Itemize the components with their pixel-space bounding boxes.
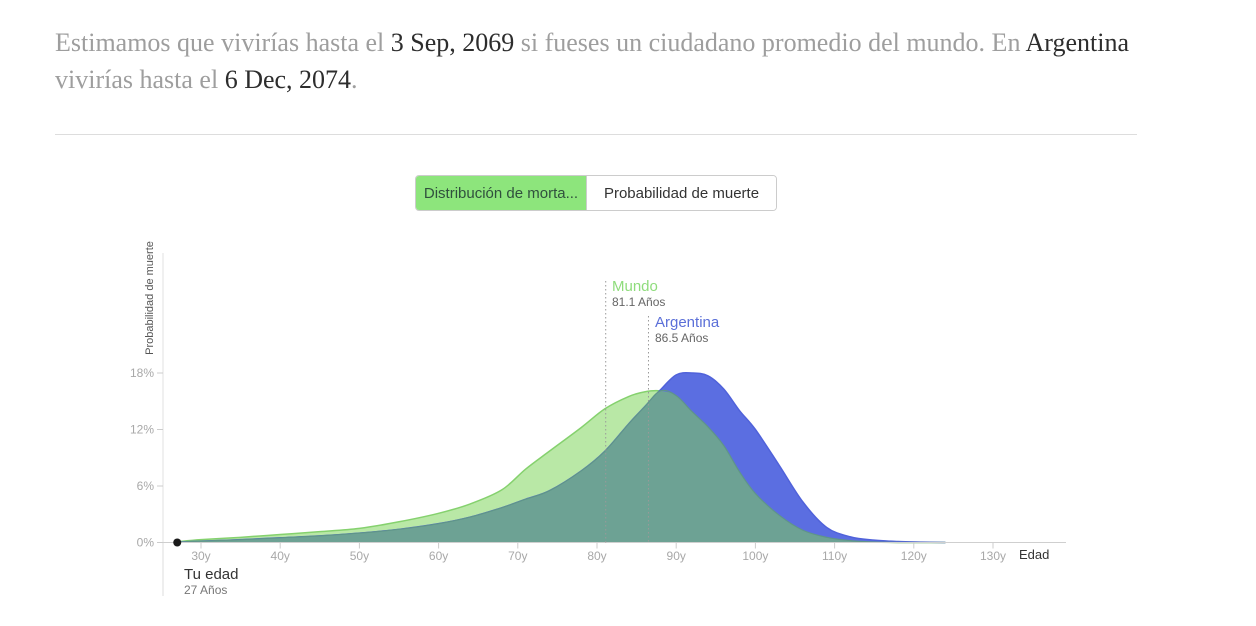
tab-death-probability[interactable]: Probabilidad de muerte xyxy=(586,176,776,210)
x-tick-label: 120y xyxy=(901,549,927,563)
divider xyxy=(55,134,1137,135)
y-tick-label: 12% xyxy=(130,422,154,436)
summary-segment: Estimamos que vivirías hasta el xyxy=(55,28,391,57)
mundo-annotation: Mundo 81.1 Años xyxy=(612,278,665,310)
x-axis-title: Edad xyxy=(1019,547,1050,562)
y-tick-label: 0% xyxy=(137,536,155,550)
x-tick-label: 70y xyxy=(508,549,527,563)
mundo-annotation-name: Mundo xyxy=(612,278,658,295)
x-tick-label: 130y xyxy=(980,549,1006,563)
x-tick-label: 80y xyxy=(587,549,606,563)
y-tick-label: 6% xyxy=(137,479,155,493)
user-age-value: 27 Años xyxy=(184,583,228,597)
chart-mode-tabs: Distribución de morta... Probabilidad de… xyxy=(415,175,777,211)
x-tick-label: 100y xyxy=(742,549,768,563)
x-tick-label: 60y xyxy=(429,549,448,563)
summary-segment: . xyxy=(351,65,358,94)
user-age-dot xyxy=(173,538,182,547)
country-death-date: 6 Dec, 2074 xyxy=(224,65,352,94)
user-age-annotation: Tu edad 27 Años xyxy=(184,566,239,598)
argentina-annotation-name: Argentina xyxy=(655,314,720,331)
x-tick-label: 90y xyxy=(667,549,686,563)
world-death-date: 3 Sep, 2069 xyxy=(390,28,515,57)
mundo-annotation-value: 81.1 Años xyxy=(612,295,666,309)
y-tick-label: 18% xyxy=(130,366,154,380)
user-age-label: Tu edad xyxy=(184,566,239,583)
x-tick-label: 30y xyxy=(191,549,210,563)
summary-text: Estimamos que vivirías hasta el 3 Sep, 2… xyxy=(55,24,1145,98)
tab-mortality-distribution[interactable]: Distribución de morta... xyxy=(416,176,586,210)
overlap-curve xyxy=(177,389,946,544)
x-tick-label: 40y xyxy=(271,549,290,563)
y-axis-title: Probabilidad de muerte xyxy=(144,241,156,355)
summary-segment: vivirías hasta el xyxy=(55,65,225,94)
argentina-annotation-value: 86.5 Años xyxy=(655,331,709,345)
summary-segment: si fueses un ciudadano promedio del mund… xyxy=(514,28,1026,57)
x-tick-label: 50y xyxy=(350,549,369,563)
argentina-annotation: Argentina 86.5 Años xyxy=(655,314,719,346)
country-name: Argentina xyxy=(1025,28,1130,57)
x-tick-label: 110y xyxy=(822,549,847,563)
